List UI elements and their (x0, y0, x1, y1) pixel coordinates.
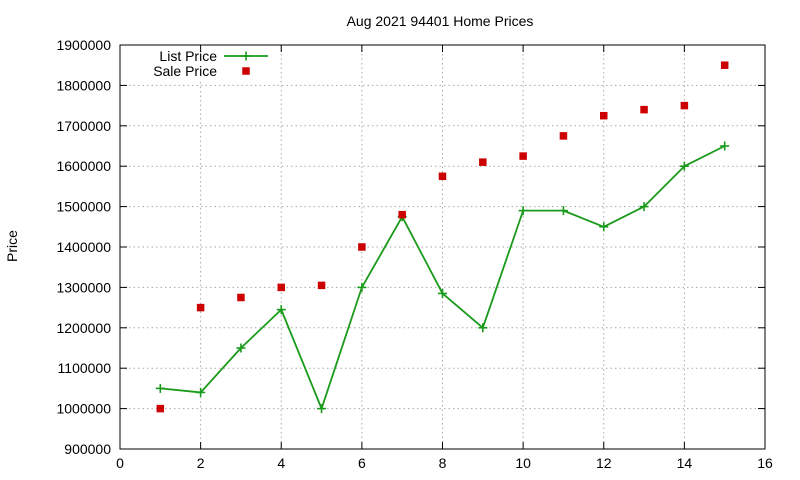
list-price-point (639, 202, 649, 212)
sale-price-point (358, 243, 366, 251)
list-price-point (679, 161, 689, 171)
y-tick-label: 1000000 (56, 401, 111, 417)
series-sale-price (156, 61, 729, 413)
y-tick-label: 1800000 (56, 77, 111, 93)
list-price-point (518, 206, 528, 216)
sale-price-point (237, 293, 245, 302)
sale-price-point (479, 158, 487, 166)
sale-price-point (277, 283, 285, 292)
sale-price-point (317, 281, 326, 290)
legend-marker-sale-price (242, 67, 250, 75)
grid-lines (120, 45, 765, 449)
x-tick-label: 14 (677, 455, 693, 471)
sale-price-point (600, 111, 608, 120)
series-list-price (155, 141, 730, 414)
legend: List Price Sale Price (153, 48, 268, 79)
list-price-point (155, 383, 165, 393)
list-price-point (599, 222, 609, 232)
x-tick-label: 6 (358, 455, 366, 471)
legend-marker-list-price (241, 51, 251, 61)
y-tick-label: 1900000 (56, 37, 111, 53)
sale-price-point (519, 152, 527, 160)
sale-price-point (680, 101, 689, 110)
sale-price-point (196, 303, 205, 312)
y-tick-label: 1200000 (56, 320, 111, 336)
list-price-point (317, 404, 327, 414)
list-price-point (276, 305, 286, 315)
x-tick-label: 10 (515, 455, 531, 471)
sale-price-point (438, 172, 447, 181)
y-tick-label: 1300000 (56, 279, 111, 295)
list-price-point (196, 387, 206, 397)
y-tick-label: 1100000 (58, 360, 112, 376)
legend-label-list-price: List Price (159, 48, 217, 64)
chart-title: Aug 2021 94401 Home Prices (347, 13, 534, 29)
x-tick-label: 8 (439, 455, 447, 471)
list-price-point (438, 288, 447, 298)
sale-price-point (559, 132, 568, 140)
list-price-point (478, 323, 488, 333)
list-price-point (720, 141, 730, 151)
y-axis-label: Price (4, 230, 20, 262)
sale-price-point (720, 61, 729, 69)
y-tick-label: 1600000 (56, 158, 111, 174)
y-tick-label: 1500000 (56, 199, 111, 215)
axis-ticks: 0 2 4 6 8 10 12 14 16 900000 1000000 1100000 1200000… (56, 37, 773, 471)
x-tick-label: 2 (197, 455, 205, 471)
list-price-point (236, 343, 246, 353)
legend-label-sale-price: Sale Price (153, 63, 217, 79)
x-tick-label: 0 (116, 455, 124, 471)
list-price-point (558, 206, 568, 216)
y-tick-label: 1700000 (56, 118, 111, 134)
series-layer (155, 61, 730, 414)
y-tick-label: 1400000 (56, 239, 111, 255)
sale-price-point (156, 404, 165, 413)
y-tick-label: 900000 (64, 441, 111, 457)
x-tick-label: 12 (596, 455, 612, 471)
x-tick-label: 16 (757, 455, 773, 471)
sale-price-point (398, 210, 406, 219)
sale-price-point (640, 105, 648, 114)
list-price-point (357, 282, 367, 292)
x-tick-label: 4 (277, 455, 285, 471)
